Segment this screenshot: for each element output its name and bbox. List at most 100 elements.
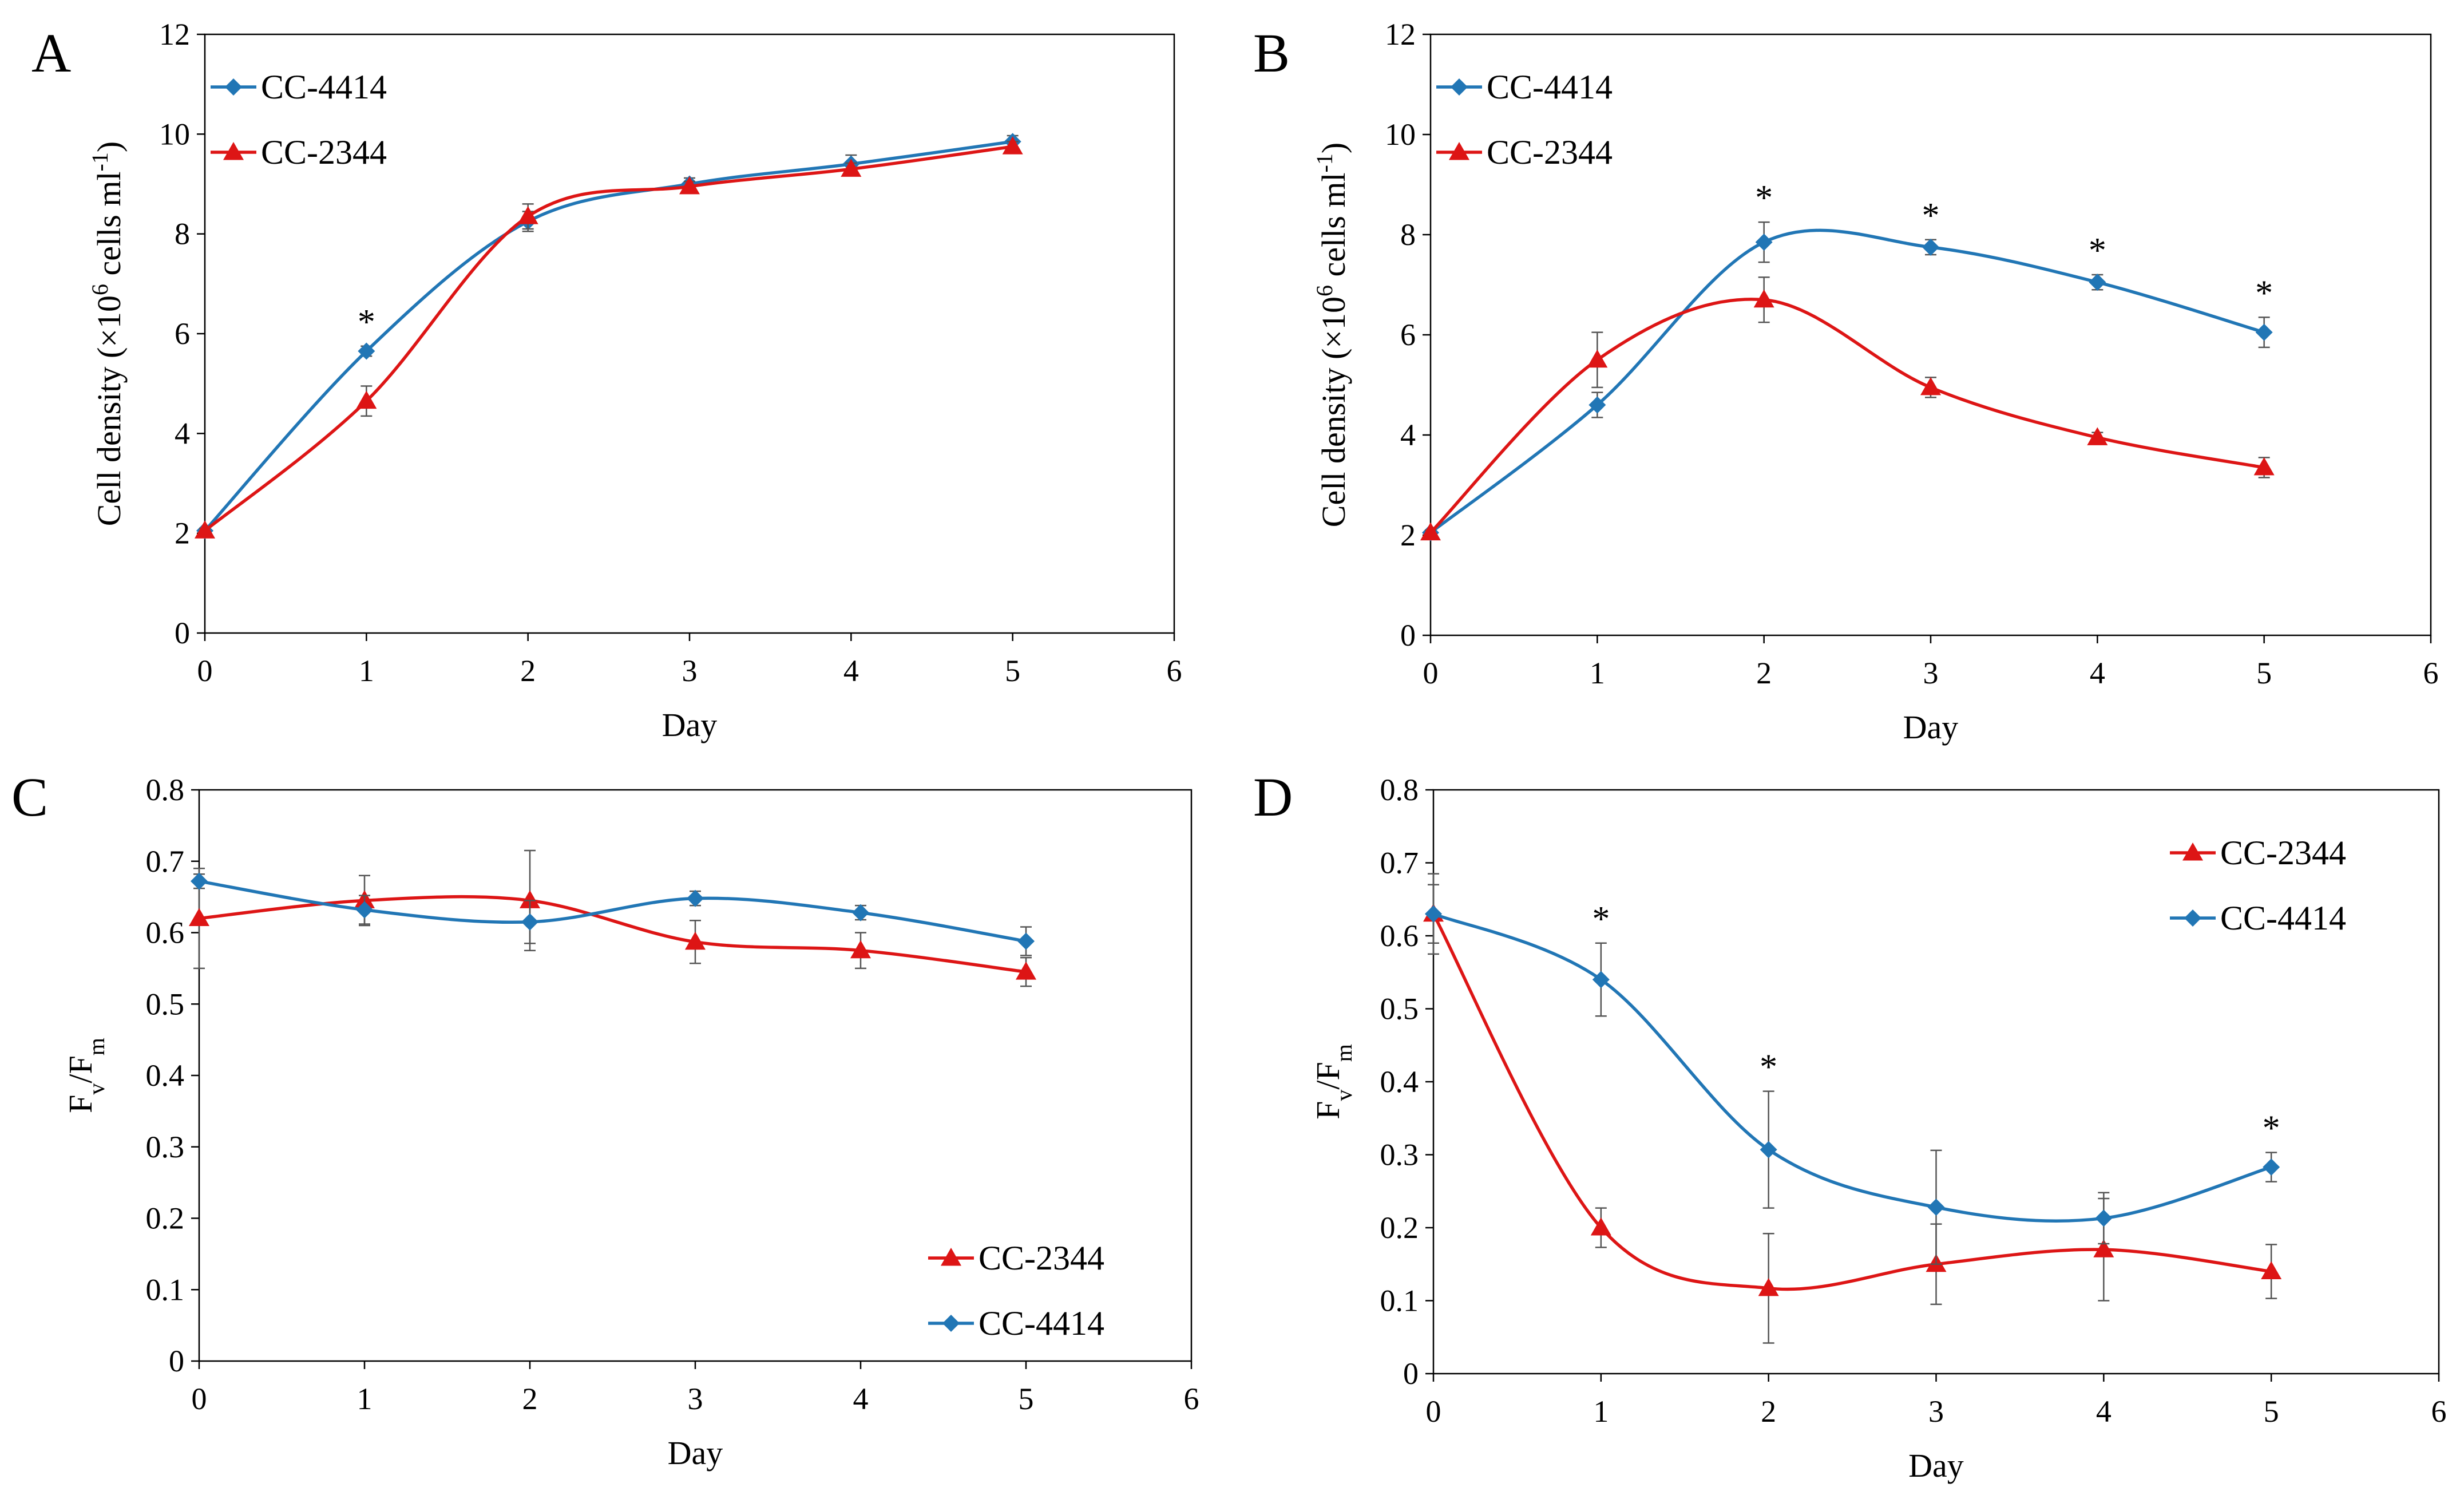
- y-tick-label: 0.7: [146, 844, 185, 879]
- data-point-diamond: [358, 342, 375, 360]
- data-point-diamond: [1922, 238, 1939, 256]
- panel-letter: C: [11, 766, 48, 828]
- data-point-triangle: [189, 908, 209, 927]
- x-tick-label: 4: [2090, 656, 2105, 690]
- x-tick-label: 3: [682, 654, 698, 688]
- legend-item: CC-2344: [211, 133, 387, 171]
- data-point-triangle: [1753, 289, 1774, 308]
- significance-asterisk: *: [1760, 1048, 1777, 1087]
- x-axis-label: Day: [1908, 1447, 1964, 1484]
- legend-label: CC-2344: [2220, 834, 2346, 872]
- legend-label: CC-2344: [979, 1239, 1104, 1277]
- data-point-triangle: [517, 206, 538, 224]
- legend-label: CC-4414: [261, 68, 387, 106]
- legend-marker-diamond: [1451, 78, 1468, 96]
- significance-asterisk: *: [2255, 274, 2273, 313]
- significance-asterisk: *: [2089, 231, 2106, 270]
- y-tick-label: 12: [1385, 17, 1416, 52]
- series-cc-4414: [1425, 884, 2280, 1265]
- legend-label: CC-2344: [261, 133, 387, 171]
- y-tick-label: 6: [1400, 318, 1416, 352]
- x-tick-label: 0: [197, 654, 213, 688]
- legend-marker-diamond: [942, 1315, 960, 1332]
- legend-marker-triangle: [1449, 142, 1469, 160]
- legend-label: CC-4414: [2220, 899, 2346, 937]
- y-axis-label: Cell density (×106 cells ml-1): [87, 141, 128, 526]
- y-tick-label: 0.5: [146, 987, 185, 1021]
- legend-label: CC-2344: [1487, 133, 1613, 171]
- x-tick-label: 1: [359, 654, 374, 688]
- significance-asterisk: *: [2263, 1109, 2280, 1148]
- y-tick-label: 0.4: [146, 1058, 185, 1093]
- y-tick-label: 2: [1400, 518, 1416, 552]
- legend: CC-2344 CC-4414: [928, 1239, 1104, 1342]
- y-axis-label: Fv/Fm: [1309, 1044, 1357, 1120]
- data-point-diamond: [687, 889, 704, 907]
- legend: CC-2344 CC-4414: [2170, 834, 2346, 937]
- significance-asterisk: *: [1922, 196, 1940, 235]
- data-point-triangle: [1758, 1277, 1779, 1296]
- legend-item: CC-2344: [2170, 834, 2346, 872]
- x-tick-label: 6: [1184, 1382, 1199, 1416]
- x-tick-label: 5: [2264, 1394, 2279, 1429]
- data-point-triangle: [1590, 1217, 1611, 1236]
- x-tick-label: 0: [1423, 656, 1439, 690]
- data-point-triangle: [520, 890, 540, 908]
- legend-label: CC-4414: [979, 1304, 1104, 1342]
- data-point-diamond: [2263, 1158, 2280, 1176]
- data-point-diamond: [1017, 932, 1035, 950]
- series-line: [1432, 913, 2272, 1291]
- data-point-diamond: [852, 904, 869, 921]
- y-axis-label: Fv/Fm: [62, 1038, 109, 1113]
- significance-asterisk: *: [358, 303, 375, 342]
- significance-asterisk: *: [1592, 900, 1610, 939]
- legend-item: CC-2344: [928, 1239, 1104, 1277]
- y-tick-label: 0.1: [1380, 1284, 1419, 1318]
- y-tick-label: 0.4: [1380, 1065, 1419, 1099]
- y-tick-label: 0.1: [146, 1272, 185, 1307]
- x-tick-label: 3: [1928, 1394, 1944, 1429]
- y-tick-label: 8: [1400, 217, 1416, 252]
- significance-asterisk: *: [1755, 179, 1773, 217]
- x-axis-label: Day: [1903, 709, 1959, 746]
- data-point-triangle: [2253, 457, 2275, 476]
- data-point-triangle: [356, 390, 377, 409]
- data-point-diamond: [191, 872, 208, 890]
- data-point-diamond: [1592, 971, 1610, 988]
- data-point-triangle: [1016, 962, 1036, 980]
- series-line: [203, 140, 1013, 532]
- x-tick-label: 4: [843, 654, 859, 688]
- legend-label: CC-4414: [1487, 68, 1613, 106]
- y-tick-label: 0: [1403, 1356, 1419, 1391]
- data-point-triangle: [841, 159, 862, 177]
- legend-marker-triangle: [223, 142, 244, 160]
- x-axis-label: Day: [662, 706, 718, 743]
- series-line: [1432, 912, 2272, 1223]
- chart-panel-d: D 0 0.1 0.2 0.3 0.4 0.5 0.6 0.7 0.8 0 1 2 3 4 5 6 Day Fv/F…: [1253, 766, 2447, 1484]
- y-tick-label: 0.2: [146, 1201, 185, 1236]
- data-point-triangle: [850, 940, 871, 959]
- legend-item: CC-4414: [1436, 68, 1613, 106]
- y-tick-label: 10: [1385, 117, 1416, 152]
- x-tick-label: 3: [688, 1382, 703, 1416]
- x-tick-label: 1: [1593, 1394, 1609, 1429]
- data-point-triangle: [2261, 1261, 2282, 1279]
- series-cc-2344: [189, 849, 1036, 987]
- data-point-diamond: [2255, 323, 2273, 341]
- series-line: [199, 879, 1027, 943]
- chart-panel-c: C 0 0.1 0.2 0.3 0.4 0.5 0.6 0.7 0.8 0 1 2 3 4 5 6 Day Fv/F…: [11, 766, 1199, 1472]
- data-point-diamond: [356, 901, 373, 919]
- legend-marker-diamond: [225, 78, 242, 96]
- y-tick-label: 0.6: [146, 916, 185, 950]
- data-point-triangle: [1420, 522, 1441, 541]
- y-axis-label: Cell density (×106 cells ml-1): [1312, 143, 1352, 527]
- data-point-triangle: [1002, 136, 1023, 155]
- data-point-diamond: [2095, 1209, 2113, 1227]
- x-tick-label: 6: [1167, 654, 1182, 688]
- data-point-diamond: [1588, 396, 1606, 414]
- legend: CC-4414 CC-2344: [211, 68, 387, 171]
- data-point-diamond: [521, 913, 538, 931]
- legend-item: CC-4414: [928, 1304, 1104, 1342]
